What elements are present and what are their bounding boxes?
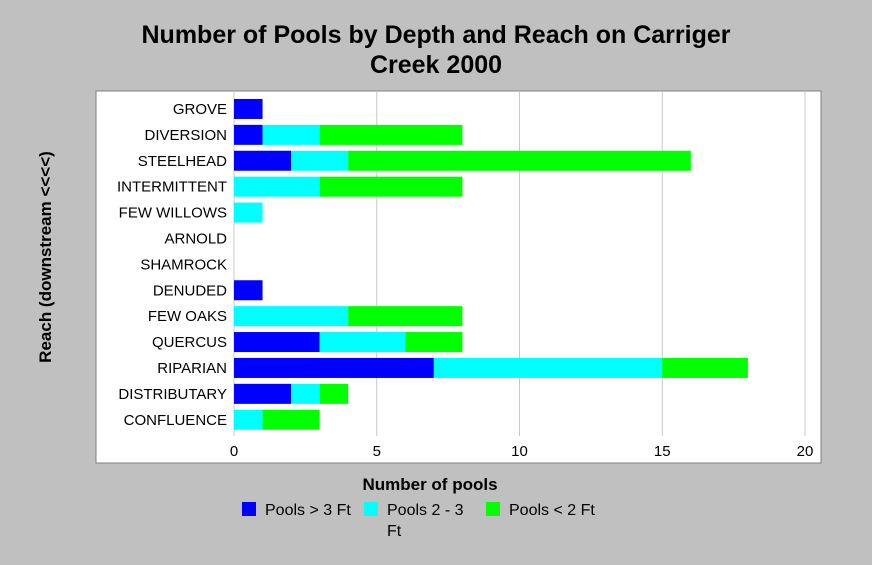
grid-lines — [233, 92, 806, 436]
category-label: DENUDED — [153, 282, 227, 299]
category-label: CONFLUENCE — [124, 412, 227, 429]
category-label: SHAMROCK — [140, 256, 227, 273]
bar-segment — [319, 124, 463, 145]
category-label: DIVERSION — [144, 127, 227, 144]
category-label: STEELHEAD — [138, 153, 227, 170]
bar-segment — [319, 383, 349, 404]
legend-label: Pools 2 - 3 Ft — [387, 502, 464, 540]
bar-segment — [319, 332, 406, 353]
legend-label: Pools > 3 Ft — [265, 502, 351, 519]
bar-segment — [234, 357, 434, 378]
bar-segment — [348, 150, 691, 171]
bar-segment — [234, 150, 292, 171]
category-label: RIPARIAN — [157, 360, 227, 377]
x-tick-label: 20 — [797, 443, 814, 460]
category-label: FEW OAKS — [148, 308, 227, 325]
legend: Pools > 3 Ft Pools 2 - 3 Ft Pools < 2 Ft — [240, 500, 620, 550]
legend-label: Pools < 2 Ft — [509, 502, 595, 519]
legend-item: Pools > 3 Ft — [240, 500, 360, 550]
x-axis-label: Number of pools — [362, 475, 497, 494]
x-tick-label: 10 — [511, 443, 528, 460]
bar-segment — [433, 357, 663, 378]
category-label: GROVE — [173, 101, 227, 118]
plot-frame — [95, 90, 822, 464]
category-label: QUERCUS — [152, 334, 227, 351]
chart-title-line-2: Creek 2000 — [369, 51, 503, 79]
bar-segment — [234, 280, 263, 301]
legend-swatch — [242, 502, 256, 516]
chart-title-line-1: Number of Pools by Depth and Reach on Ca… — [141, 21, 731, 49]
bar-segment — [234, 409, 263, 430]
bar-segment — [319, 176, 463, 197]
bar-segment — [234, 332, 320, 353]
bar-segment — [262, 409, 320, 430]
bar-segment — [662, 357, 748, 378]
category-labels: GROVE DIVERSION STEELHEAD INTERMITTENT FEW W… — [117, 101, 227, 429]
bar-segment — [234, 124, 263, 145]
category-label: FEW WILLOWS — [119, 205, 227, 222]
x-tick-label: 5 — [373, 443, 381, 460]
bar-segment — [291, 150, 349, 171]
bar-segment — [262, 124, 320, 145]
category-label: INTERMITTENT — [117, 179, 227, 196]
legend-item: Pools < 2 Ft — [484, 500, 604, 550]
bar-segment — [291, 383, 320, 404]
bar-segment — [405, 332, 463, 353]
chart-title: Number of Pools by Depth and Reach on Ca… — [0, 20, 872, 80]
x-tick-label: 15 — [654, 443, 671, 460]
bar-segment — [234, 202, 263, 223]
x-tick-labels: 0 5 10 15 20 — [230, 443, 814, 460]
category-label: DISTRIBUTARY — [118, 386, 227, 403]
bar-segment — [348, 306, 463, 327]
bar-segment — [234, 98, 263, 119]
bar-segment — [234, 383, 292, 404]
bar-segment — [234, 176, 320, 197]
x-tick-label: 0 — [230, 443, 238, 460]
legend-swatch — [486, 502, 500, 516]
legend-swatch — [364, 502, 378, 516]
category-label: ARNOLD — [164, 230, 227, 247]
bar-segment — [234, 306, 349, 327]
y-axis-label: Reach (downstream <<<<) — [36, 151, 55, 363]
legend-item: Pools 2 - 3 Ft — [362, 500, 482, 550]
bars — [234, 98, 748, 430]
